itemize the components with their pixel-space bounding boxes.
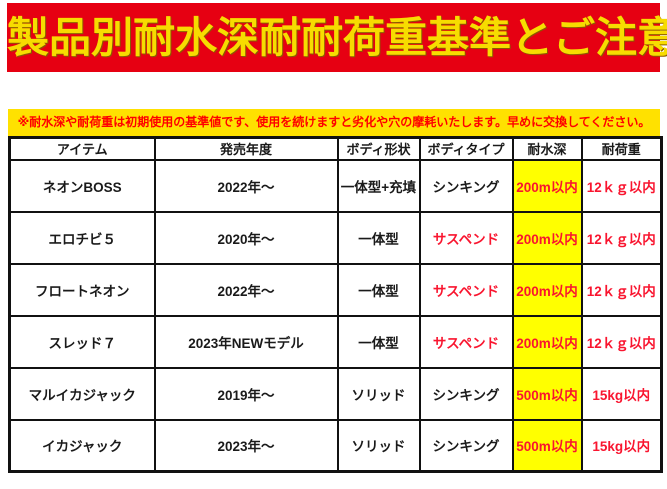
cell-year: 2023年NEWモデル bbox=[153, 314, 339, 369]
cell-depth: 200m以内 bbox=[511, 158, 583, 213]
page-title: 製品別耐水深耐耐荷重基準とご注意 bbox=[7, 14, 667, 61]
table-header-row: アイテム 発売年度 ボディ形状 ボディタイプ 耐水深 耐荷重 bbox=[8, 136, 663, 161]
spec-table: アイテム 発売年度 ボディ形状 ボディタイプ 耐水深 耐荷重 ネオンBOSS 2… bbox=[8, 136, 663, 473]
cell-type: シンキング bbox=[418, 158, 514, 213]
col-header-item: アイテム bbox=[8, 136, 156, 161]
cell-depth: 500m以内 bbox=[511, 418, 583, 473]
cell-year: 2022年～ bbox=[153, 262, 339, 317]
cell-year: 2019年～ bbox=[153, 366, 339, 421]
notice-text: ※耐水深や耐荷重は初期使用の基準値です、使用を続けますと劣化や穴の摩耗いたします… bbox=[17, 115, 651, 129]
col-header-load: 耐荷重 bbox=[580, 136, 663, 161]
cell-type: サスペンド bbox=[418, 210, 514, 265]
cell-year: 2020年～ bbox=[153, 210, 339, 265]
cell-depth: 200m以内 bbox=[511, 210, 583, 265]
cell-item: エロチビ５ bbox=[8, 210, 156, 265]
cell-item: イカジャック bbox=[8, 418, 156, 473]
cell-item: フロートネオン bbox=[8, 262, 156, 317]
cell-shape: 一体型 bbox=[336, 210, 421, 265]
cell-load: 15kg以内 bbox=[580, 418, 663, 473]
cell-shape: 一体型 bbox=[336, 262, 421, 317]
cell-depth: 200m以内 bbox=[511, 314, 583, 369]
cell-load: 12ｋｇ以内 bbox=[580, 262, 663, 317]
cell-depth: 200m以内 bbox=[511, 262, 583, 317]
col-header-depth: 耐水深 bbox=[511, 136, 583, 161]
cell-shape: ソリッド bbox=[336, 418, 421, 473]
cell-load: 12ｋｇ以内 bbox=[580, 210, 663, 265]
cell-depth: 500m以内 bbox=[511, 366, 583, 421]
table-row: エロチビ５ 2020年～ 一体型 サスペンド 200m以内 12ｋｇ以内 bbox=[8, 210, 663, 265]
cell-shape: ソリッド bbox=[336, 366, 421, 421]
table-row: スレッド７ 2023年NEWモデル 一体型 サスペンド 200m以内 12ｋｇ以… bbox=[8, 314, 663, 369]
cell-type: サスペンド bbox=[418, 262, 514, 317]
cell-type: シンキング bbox=[418, 366, 514, 421]
notice-bar: ※耐水深や耐荷重は初期使用の基準値です、使用を続けますと劣化や穴の摩耗いたします… bbox=[8, 109, 660, 136]
cell-shape: 一体型+充填 bbox=[336, 158, 421, 213]
header-banner: 製品別耐水深耐耐荷重基準とご注意 bbox=[7, 3, 667, 72]
col-header-year: 発売年度 bbox=[153, 136, 339, 161]
col-header-type: ボディタイプ bbox=[418, 136, 514, 161]
col-header-shape: ボディ形状 bbox=[336, 136, 421, 161]
table-row: マルイカジャック 2019年～ ソリッド シンキング 500m以内 15kg以内 bbox=[8, 366, 663, 421]
table-row: ネオンBOSS 2022年～ 一体型+充填 シンキング 200m以内 12ｋｇ以… bbox=[8, 158, 663, 213]
cell-type: シンキング bbox=[418, 418, 514, 473]
cell-year: 2023年～ bbox=[153, 418, 339, 473]
cell-load: 12ｋｇ以内 bbox=[580, 158, 663, 213]
table-row: イカジャック 2023年～ ソリッド シンキング 500m以内 15kg以内 bbox=[8, 418, 663, 473]
cell-item: マルイカジャック bbox=[8, 366, 156, 421]
cell-year: 2022年～ bbox=[153, 158, 339, 213]
cell-type: サスペンド bbox=[418, 314, 514, 369]
cell-load: 12ｋｇ以内 bbox=[580, 314, 663, 369]
cell-item: ネオンBOSS bbox=[8, 158, 156, 213]
cell-shape: 一体型 bbox=[336, 314, 421, 369]
table-row: フロートネオン 2022年～ 一体型 サスペンド 200m以内 12ｋｇ以内 bbox=[8, 262, 663, 317]
cell-item: スレッド７ bbox=[8, 314, 156, 369]
cell-load: 15kg以内 bbox=[580, 366, 663, 421]
